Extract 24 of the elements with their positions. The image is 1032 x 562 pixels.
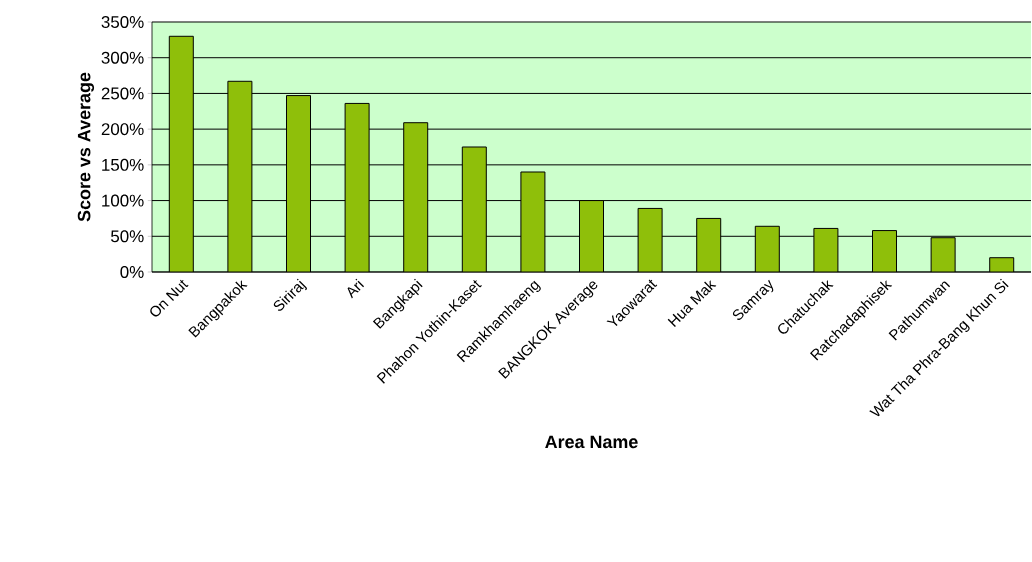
- x-tick-label: Hua Mak: [667, 280, 717, 328]
- bar: [696, 217, 722, 272]
- y-tick-label: 100%: [102, 194, 144, 207]
- bar: [461, 146, 487, 272]
- bar: [286, 95, 311, 272]
- bar: [754, 225, 780, 272]
- y-tick-label: 350%: [101, 16, 144, 28]
- y-axis-title: Score vs Average: [77, 72, 95, 222]
- bar: [227, 80, 253, 272]
- y-tick-label: 150%: [102, 158, 144, 171]
- bar: [344, 102, 370, 272]
- y-tick-label: 250%: [101, 87, 144, 100]
- bar: [168, 35, 194, 272]
- bar: [579, 200, 605, 272]
- y-tick-label: 50%: [111, 230, 144, 243]
- y-tick-label: 300%: [101, 51, 144, 64]
- bar: [520, 171, 546, 272]
- bar: [872, 230, 898, 272]
- y-tick-label: 200%: [101, 123, 144, 136]
- x-axis-title: Area Name: [545, 435, 638, 449]
- x-tick-label: Ari: [347, 278, 365, 299]
- x-tick-label: On Nut: [150, 279, 189, 317]
- bar: [403, 122, 429, 272]
- y-tick-label: 0%: [120, 266, 144, 278]
